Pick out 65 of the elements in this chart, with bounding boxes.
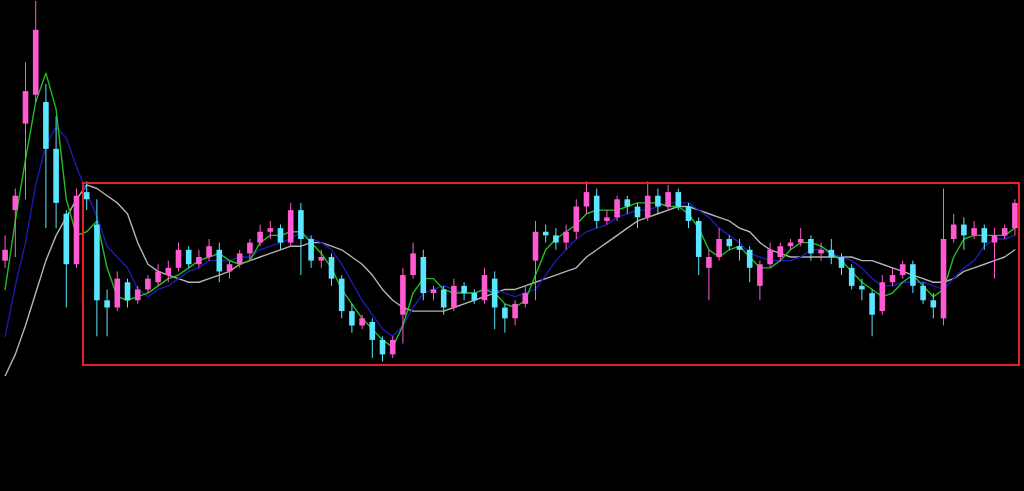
candlestick [440,285,447,316]
candlestick [736,238,743,262]
candlestick [757,260,763,301]
candlestick [746,245,753,283]
candlestick [134,285,141,305]
candlestick [349,303,355,334]
candlestick [818,242,824,262]
candlestick [604,209,610,226]
candlestick [257,224,263,247]
candlestick [777,242,784,262]
candlestick [247,238,253,262]
candlestick [838,252,845,276]
candlestick [665,184,671,211]
candlestick [502,303,508,334]
candlestick [267,220,274,240]
candlestick [808,234,814,262]
candlestick [859,278,865,301]
candlestick [675,188,682,211]
candlestick [655,188,661,215]
candlestick [828,238,835,265]
candlestick [196,249,202,269]
candlestick [950,213,957,244]
candlestick [910,260,916,294]
candlestick [185,245,192,269]
candlestick [236,249,243,269]
candlestick [706,249,712,301]
candlestick [410,242,416,280]
candlestick [848,263,855,290]
candlestick [899,260,906,280]
candlestick [961,216,967,251]
candlestick [563,224,569,251]
candlestick [991,227,998,280]
candlestick [308,234,314,269]
candlestick [216,242,223,283]
candlestick [869,288,875,337]
candlestick [318,249,325,269]
candlestick [644,180,651,222]
candlestick [624,195,631,215]
candlestick [930,292,937,319]
candlestick [83,180,90,211]
candlestick [369,317,376,359]
candlestick [389,335,396,359]
candlestick [716,227,722,262]
candlestick [971,220,977,240]
candlestick [206,238,212,262]
candlestick [145,274,151,294]
candlestick [2,234,8,269]
candlestick [512,299,518,327]
candlestick [451,278,457,312]
candlestick [522,285,529,308]
candlestick [542,224,549,244]
candlestick [614,195,620,222]
candlestick [12,188,19,258]
candlestick [277,224,284,251]
candlestick [328,252,335,287]
candlestick [920,281,926,305]
candlestick [583,180,590,215]
candlestick [461,281,467,301]
candlestick [553,227,559,251]
candlestick [767,242,773,269]
candlestick [165,260,172,283]
candlestick [797,227,804,247]
candlestick [104,288,110,337]
candlestick [155,263,161,287]
candlestick [981,224,988,251]
